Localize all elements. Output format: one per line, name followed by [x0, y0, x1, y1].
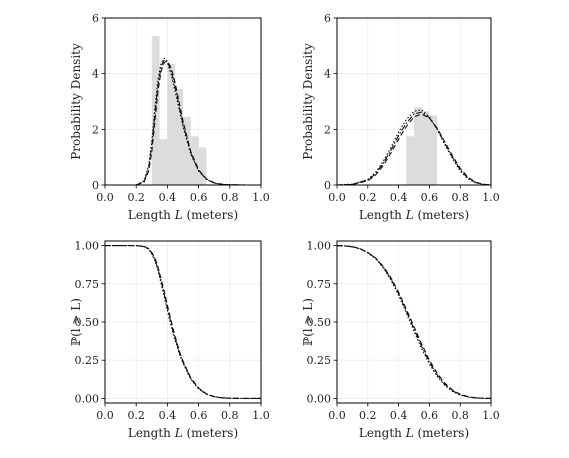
- histogram-bar-2: [414, 107, 422, 185]
- x-tick-label: 0.8: [451, 191, 469, 204]
- series-line-dashed: [336, 113, 492, 186]
- histogram-bar-3: [167, 63, 176, 185]
- axes-frame: [336, 17, 492, 186]
- chart-panel-3: 0.0 0.2 0.4 0.6 0.8 1.0 0.00 0.25 0.50 0.75 1.00 Le…: [69, 240, 270, 440]
- x-axis-label: Length L (meters): [359, 426, 469, 440]
- x-tick-label: 0.4: [390, 409, 408, 422]
- x-tick-label: 0.2: [127, 409, 145, 422]
- y-tick-label: 4: [324, 68, 331, 81]
- x-tick-label: 0.6: [190, 409, 208, 422]
- y-tick-label: 0.25: [307, 354, 332, 367]
- y-tick-label: 0: [324, 179, 331, 192]
- chart-panel-1: 0.0 0.2 0.4 0.6 0.8 1.0 0 2 4 6 Length L (meters) P…: [69, 12, 270, 222]
- x-tick-label: 0.6: [190, 191, 208, 204]
- axes-frame: [104, 17, 262, 186]
- series-line-dotted: [135, 57, 261, 186]
- x-tick-label: 0.2: [359, 409, 377, 422]
- x-tick-label: 0.8: [221, 191, 239, 204]
- series-line-dashdot: [336, 245, 492, 399]
- y-tick-label: 0.00: [307, 392, 332, 405]
- y-tick-label: 0: [92, 179, 99, 192]
- y-tick-label: 1.00: [307, 240, 332, 253]
- y-tick-label: 0.75: [307, 278, 332, 291]
- series-line-dashdot: [336, 111, 492, 186]
- y-axis-label: ℙ(l > L): [69, 298, 83, 346]
- x-tick-label: 0.4: [390, 191, 408, 204]
- x-tick-label: 0.0: [96, 191, 114, 204]
- series-line-dashdot: [135, 59, 261, 186]
- x-tick-label: 1.0: [482, 191, 500, 204]
- x-tick-label: 0.4: [159, 191, 177, 204]
- x-tick-label: 0.8: [451, 409, 469, 422]
- y-tick-label: 0.25: [75, 354, 100, 367]
- y-tick-label: 0.50: [307, 316, 332, 329]
- y-tick-label: 6: [324, 12, 331, 25]
- x-axis-label: Length L (meters): [359, 208, 469, 222]
- y-tick-label: 6: [92, 12, 99, 25]
- y-axis-label: Probability Density: [69, 43, 83, 160]
- chart-panel-2: 0.0 0.2 0.4 0.6 0.8 1.0 0 2 4 6 Length L (meters) P…: [301, 12, 500, 222]
- x-axis-label: Length L (meters): [128, 426, 238, 440]
- x-tick-label: 0.0: [328, 409, 346, 422]
- histogram-bar-3: [421, 111, 430, 185]
- y-tick-label: 2: [92, 123, 99, 136]
- y-tick-label: 0.50: [75, 316, 100, 329]
- x-tick-label: 0.0: [328, 191, 346, 204]
- x-tick-label: 0.2: [359, 191, 377, 204]
- histogram-bar-6: [190, 136, 199, 185]
- series-line-dashdot: [105, 245, 261, 399]
- x-tick-label: 0.6: [421, 191, 439, 204]
- histogram-bar-2: [159, 139, 168, 185]
- x-tick-label: 0.0: [96, 409, 114, 422]
- histogram-bar-1: [406, 136, 414, 185]
- histogram-bar-5: [183, 116, 191, 185]
- histogram-bar-7: [198, 147, 207, 185]
- histogram-bar-4: [429, 115, 438, 185]
- x-tick-label: 1.0: [482, 409, 500, 422]
- x-tick-label: 1.0: [252, 191, 270, 204]
- y-axis-label: Probability Density: [301, 43, 315, 160]
- y-tick-label: 0.75: [75, 278, 100, 291]
- x-tick-label: 1.0: [252, 409, 270, 422]
- x-tick-label: 0.4: [159, 409, 177, 422]
- x-axis-label: Length L (meters): [128, 208, 238, 222]
- x-tick-label: 0.6: [421, 409, 439, 422]
- chart-panel-4: 0.0 0.2 0.4 0.6 0.8 1.0 0.00 0.25 0.50 0.75 1.00 Le…: [301, 240, 500, 440]
- x-tick-label: 0.8: [221, 409, 239, 422]
- y-axis-label: ℙ(l > L): [301, 298, 315, 346]
- x-tick-label: 0.2: [127, 191, 145, 204]
- series-line-dotted: [105, 245, 261, 399]
- y-tick-label: 2: [324, 123, 331, 136]
- y-tick-label: 1.00: [75, 240, 100, 253]
- y-tick-label: 4: [92, 68, 99, 81]
- y-tick-label: 0.00: [75, 392, 100, 405]
- series-line-dashed: [105, 245, 261, 399]
- histogram-bar-4: [175, 88, 183, 185]
